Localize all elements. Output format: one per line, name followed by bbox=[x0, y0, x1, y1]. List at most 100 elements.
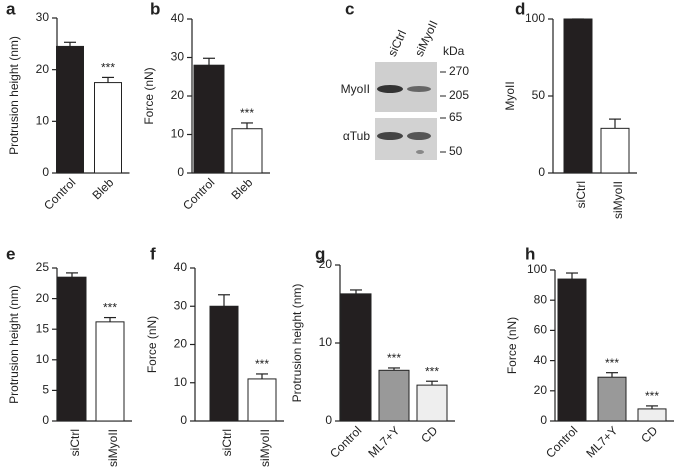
band bbox=[416, 150, 424, 154]
significance: *** bbox=[605, 356, 619, 370]
x-tick-label: siCtrl bbox=[220, 429, 234, 456]
y-tick-label: 60 bbox=[534, 323, 548, 337]
significance: *** bbox=[103, 301, 117, 315]
x-tick-label: ML7+Y bbox=[365, 423, 402, 460]
row-label: αTub bbox=[343, 129, 370, 143]
y-tick-label: 10 bbox=[171, 127, 185, 141]
bar bbox=[378, 369, 410, 422]
x-tick-label: Bleb bbox=[228, 175, 255, 202]
y-axis-label: Protrusion height (nm) bbox=[7, 285, 21, 404]
x-tick-label: siCtrl bbox=[574, 181, 588, 208]
x-tick-label: Bleb bbox=[89, 175, 116, 202]
y-tick-label: 25 bbox=[36, 260, 50, 274]
panel-letter: e bbox=[6, 244, 15, 263]
bar bbox=[557, 278, 587, 422]
y-tick-label: 0 bbox=[180, 413, 187, 427]
y-tick-label: 20 bbox=[174, 337, 188, 351]
bar bbox=[209, 305, 239, 422]
significance: *** bbox=[387, 351, 401, 365]
marker-label: 205 bbox=[449, 88, 469, 102]
x-tick-label: siMyoII bbox=[258, 429, 272, 467]
y-tick-label: 50 bbox=[532, 88, 546, 102]
y-tick-label: 20 bbox=[36, 62, 50, 76]
bar bbox=[600, 127, 630, 174]
band bbox=[377, 85, 403, 93]
x-tick-label: siMyoII bbox=[106, 429, 120, 467]
x-tick-label: siMyoII bbox=[611, 181, 625, 219]
y-tick-label: 20 bbox=[171, 88, 185, 102]
bar bbox=[416, 384, 448, 422]
x-tick-label: siCtrl bbox=[68, 429, 82, 456]
lane-label: siMyoII bbox=[412, 18, 441, 58]
y-tick-label: 0 bbox=[325, 413, 332, 427]
x-tick-label: Control bbox=[543, 423, 580, 460]
significance: *** bbox=[255, 357, 269, 371]
bar bbox=[95, 321, 125, 422]
y-axis-label: Force (nN) bbox=[142, 67, 156, 124]
x-tick-label: Control bbox=[327, 423, 364, 460]
y-tick-label: 100 bbox=[527, 262, 547, 276]
bar bbox=[597, 376, 627, 422]
bar bbox=[193, 64, 225, 174]
lane-label: siCtrl bbox=[385, 28, 409, 59]
y-tick-label: 15 bbox=[36, 321, 50, 335]
row-label: MyoII bbox=[341, 82, 370, 96]
bar bbox=[247, 378, 277, 422]
y-tick-label: 100 bbox=[525, 11, 545, 25]
y-tick-label: 10 bbox=[174, 375, 188, 389]
y-axis-label: Force (nN) bbox=[505, 317, 519, 374]
x-tick-label: CD bbox=[418, 423, 440, 445]
y-tick-label: 10 bbox=[36, 114, 50, 128]
panel-letter: h bbox=[525, 244, 535, 263]
bar bbox=[231, 128, 263, 174]
y-tick-label: 0 bbox=[42, 413, 49, 427]
panel-letter: b bbox=[150, 0, 160, 18]
y-tick-label: 0 bbox=[42, 165, 49, 179]
panel-letter: g bbox=[315, 244, 325, 263]
y-tick-label: 10 bbox=[36, 352, 50, 366]
y-tick-label: 40 bbox=[174, 260, 188, 274]
y-tick-label: 30 bbox=[171, 50, 185, 64]
significance: *** bbox=[240, 106, 254, 120]
bar bbox=[637, 408, 667, 422]
panel-letter: f bbox=[150, 244, 156, 263]
y-tick-label: 20 bbox=[319, 257, 333, 271]
y-axis-label: Protrusion height (nm) bbox=[7, 36, 21, 155]
panel-letter: a bbox=[6, 0, 16, 18]
band bbox=[377, 132, 403, 140]
y-tick-label: 30 bbox=[36, 10, 50, 24]
band bbox=[407, 86, 431, 92]
bar bbox=[94, 82, 122, 174]
y-tick-label: 0 bbox=[540, 413, 547, 427]
bar bbox=[57, 276, 87, 422]
y-axis-label: MyoII bbox=[503, 81, 517, 110]
y-tick-label: 0 bbox=[177, 165, 184, 179]
band bbox=[407, 132, 431, 140]
y-tick-label: 80 bbox=[534, 292, 548, 306]
marker-label: 65 bbox=[449, 110, 463, 124]
y-axis-label: Force (nN) bbox=[145, 316, 159, 373]
y-tick-label: 40 bbox=[534, 353, 548, 367]
y-tick-label: 10 bbox=[319, 335, 333, 349]
y-tick-label: 30 bbox=[174, 298, 188, 312]
panel-letter: d bbox=[515, 0, 525, 18]
x-tick-label: CD bbox=[638, 423, 660, 445]
y-tick-label: 0 bbox=[538, 165, 545, 179]
x-tick-label: Control bbox=[180, 175, 217, 212]
y-tick-label: 20 bbox=[36, 291, 50, 305]
y-tick-label: 5 bbox=[42, 383, 49, 397]
marker-label: 270 bbox=[449, 64, 469, 78]
y-tick-label: 40 bbox=[171, 11, 185, 25]
y-axis-label: Protrusion height (nm) bbox=[290, 284, 304, 403]
marker-label: 50 bbox=[449, 144, 463, 158]
x-tick-label: ML7+Y bbox=[583, 423, 620, 460]
x-tick-label: Control bbox=[41, 175, 78, 212]
y-tick-label: 20 bbox=[534, 383, 548, 397]
panel-letter: c bbox=[345, 0, 354, 18]
significance: *** bbox=[645, 389, 659, 403]
bar bbox=[563, 18, 593, 174]
bar bbox=[56, 45, 84, 174]
significance: *** bbox=[101, 61, 115, 75]
